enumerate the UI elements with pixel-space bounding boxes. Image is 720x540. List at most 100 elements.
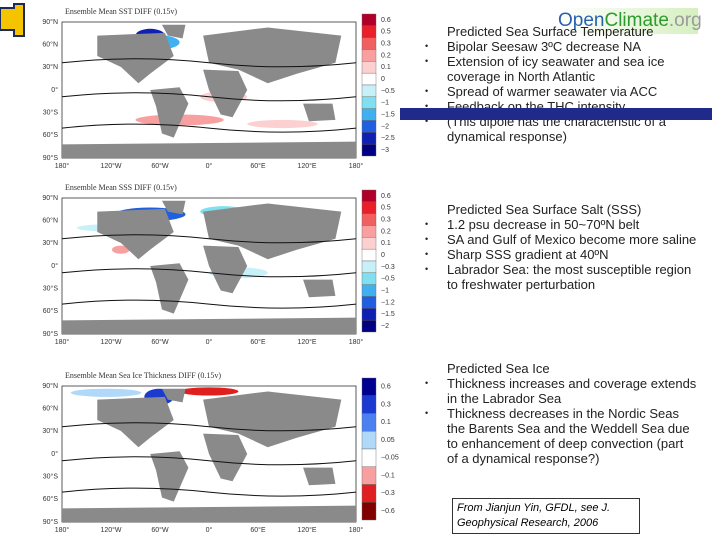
lon-label: 120°E: [297, 338, 316, 346]
land: [203, 27, 342, 84]
lon-label: 180°: [55, 526, 70, 534]
lat-label: 30°N: [42, 427, 58, 435]
contour: [61, 268, 357, 278]
colorbar-label: 0.5: [381, 205, 391, 212]
section-title: Predicted Sea Surface Salt (SSS): [447, 202, 642, 217]
colorbar-cell: [361, 248, 377, 262]
anomaly-patch: [70, 388, 142, 397]
colorbar-cell: [361, 431, 377, 450]
colorbar-cell: [361, 61, 377, 74]
anomaly-patch: [179, 387, 239, 396]
land: [62, 141, 356, 158]
lon-label: 60°E: [250, 338, 266, 346]
lon-label: 0°: [206, 162, 213, 170]
section-title: Predicted Sea Surface Temperature: [447, 24, 654, 39]
colorbar-label: 0.1: [381, 240, 391, 247]
colorbar-label: 0.6: [381, 17, 391, 24]
lat-label: 30°S: [43, 285, 59, 293]
lat-label: 30°N: [42, 63, 58, 71]
lon-label: 180°: [349, 338, 364, 346]
land: [97, 32, 174, 84]
bullet: Thickness increases and coverage extends…: [425, 376, 697, 406]
contour: [61, 58, 357, 68]
colorbar-label: 0.6: [381, 193, 391, 200]
lat-label: 0°: [51, 450, 58, 458]
lat-label: 90°S: [43, 330, 59, 338]
colorbar-label: −2: [381, 123, 389, 130]
colorbar-label: −0.3: [381, 490, 395, 497]
map-title: Ensemble Mean SSS DIFF (0.15v): [65, 183, 177, 192]
lon-label: 60°E: [250, 162, 266, 170]
colorbar-label: −1.2: [381, 299, 395, 306]
lon-label: 60°W: [151, 162, 169, 170]
lon-label: 120°E: [297, 162, 316, 170]
lon-label: 180°: [55, 162, 70, 170]
lat-label: 90°S: [43, 518, 59, 526]
contour: [61, 422, 357, 432]
colorbar-label: 0.1: [381, 419, 391, 426]
colorbar-label: 0.5: [381, 29, 391, 36]
land: [303, 279, 336, 298]
colorbar-cell: [361, 377, 377, 396]
colorbar-cell: [361, 37, 377, 50]
colorbar-label: −0.5: [381, 88, 395, 95]
lat-label: 0°: [51, 86, 58, 94]
colorbar-cell: [361, 213, 377, 226]
contour: [61, 299, 357, 309]
lat-label: 60°N: [42, 405, 58, 413]
colorbar-cell: [361, 272, 377, 285]
land: [303, 103, 336, 122]
colorbar-label: −2.5: [381, 135, 395, 142]
logo-org: .org: [668, 10, 702, 31]
colorbar-cell: [361, 132, 377, 145]
map: Ensemble Mean Sea Ice Thickness DIFF (0.…: [42, 371, 398, 534]
lat-label: 60°S: [43, 131, 59, 139]
colorbar-cell: [361, 466, 377, 485]
colorbar-cell: [361, 296, 377, 309]
contour: [61, 456, 357, 466]
colorbar-label: −0.5: [381, 276, 395, 283]
colorbar-cell: [361, 96, 377, 109]
colorbar-label: 0.3: [381, 216, 391, 223]
land: [62, 317, 356, 334]
colorbar-label: −0.6: [381, 508, 395, 515]
colorbar-cell: [361, 13, 377, 27]
colorbar-label: 0.6: [381, 384, 391, 391]
bullet: Extension of icy seawater and sea ice co…: [425, 54, 697, 84]
land: [203, 69, 248, 118]
colorbar-label: 0.3: [381, 401, 391, 408]
colorbar-label: −1: [381, 100, 389, 107]
lat-label: 0°: [51, 262, 58, 270]
lat-label: 90°N: [42, 382, 58, 390]
colorbar-label: −1: [381, 287, 389, 294]
lat-label: 90°N: [42, 18, 58, 26]
university-logo: [0, 3, 25, 37]
colorbar-cell: [361, 502, 377, 521]
colorbar-label: 0.3: [381, 40, 391, 47]
map-title: Ensemble Mean Sea Ice Thickness DIFF (0.…: [65, 371, 221, 380]
bullet: Spread of warmer seawater via ACC: [425, 84, 697, 99]
maps: Ensemble Mean SST DIFF (0.15v) 90°N 60°N 30…: [0, 3, 399, 534]
lon-label: 180°: [349, 526, 364, 534]
colorbar-label: 0.2: [381, 52, 391, 59]
land: [303, 467, 336, 486]
colorbar-cell: [361, 395, 377, 414]
lon-label: 120°W: [100, 338, 121, 346]
land: [203, 433, 248, 482]
highlight-bar: [400, 108, 712, 120]
colorbar-cell: [361, 143, 377, 157]
colorbar-label: −1.5: [381, 111, 395, 118]
lon-label: 60°W: [151, 338, 169, 346]
lat-label: 30°S: [43, 473, 59, 481]
colorbar-label: 0.2: [381, 228, 391, 235]
colorbar-cell: [361, 260, 377, 274]
colorbar-label: 0: [381, 76, 385, 83]
colorbar-cell: [361, 484, 377, 503]
map: Ensemble Mean SST DIFF (0.15v) 90°N 60°N 30…: [42, 7, 395, 170]
bullet: Bipolar Seesaw 3ºC decrease NA: [425, 39, 697, 54]
text-section: Predicted Sea Surface TemperatureBipolar…: [425, 24, 697, 144]
colorbar-cell: [361, 237, 377, 250]
logo-climate: Climate: [604, 10, 669, 31]
